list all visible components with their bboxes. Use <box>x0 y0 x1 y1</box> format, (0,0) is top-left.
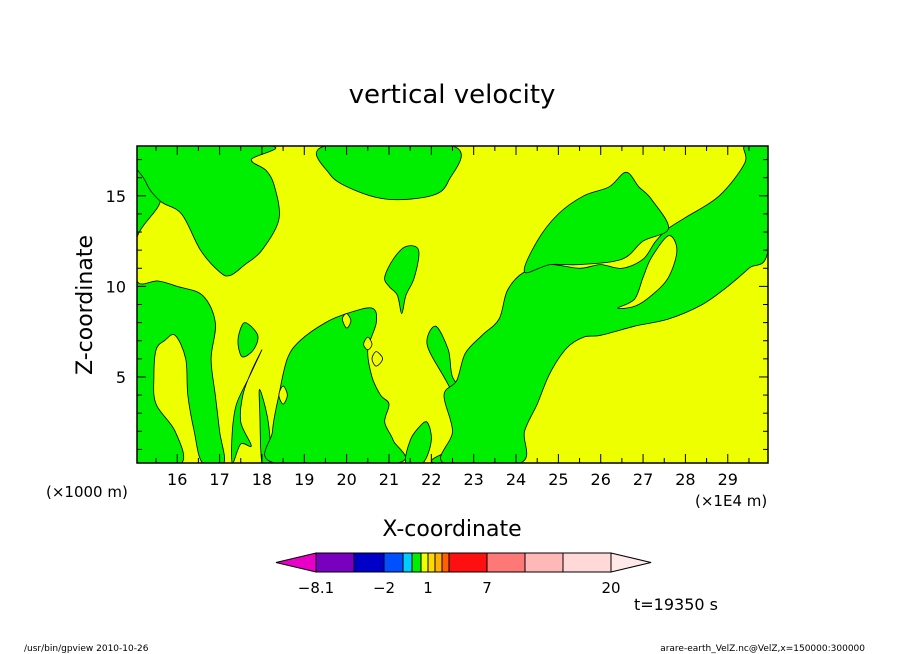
x-tick-label: 24 <box>506 470 526 489</box>
x-tick-label: 21 <box>379 470 399 489</box>
colorbar-label: 7 <box>482 579 492 597</box>
positive-island-3 <box>363 336 373 351</box>
x-tick-label: 27 <box>633 470 653 489</box>
colorbar-cell-3 <box>402 552 413 573</box>
y-tick-label: 5 <box>116 368 126 387</box>
x-tick-label: 29 <box>718 470 738 489</box>
colorbar-cell-7 <box>434 552 443 573</box>
x-axis-ticks: 16 17 18 19 20 21 22 23 24 25 26 27 28 29 <box>155 146 750 489</box>
x-axis-label: X-coordinate <box>382 517 521 542</box>
y-axis-ticks: 5 10 15 <box>106 159 768 450</box>
colorbar-cell-1 <box>353 552 385 573</box>
time-label: t=19350 s <box>634 595 718 614</box>
colorbar-label: −2 <box>373 579 395 597</box>
negative-region-12 <box>384 245 420 315</box>
colorbar <box>275 552 652 573</box>
colorbar-labels: −8.1 −2 1 7 20 <box>298 579 621 597</box>
positive-island-2 <box>371 351 384 367</box>
chart-title: vertical velocity <box>349 80 556 110</box>
footer-right: arare-earth_VelZ.nc@VelZ,x=150000:300000 <box>660 644 865 654</box>
x-tick-label: 18 <box>252 470 272 489</box>
colorbar-cell-0 <box>315 552 355 573</box>
positive-island-4 <box>278 385 288 405</box>
x-tick-label: 23 <box>463 470 483 489</box>
x-tick-label: 19 <box>294 470 314 489</box>
negative-region-2 <box>231 349 263 463</box>
contour-regions <box>137 146 768 463</box>
negative-region-10 <box>316 146 462 201</box>
colorbar-label: 1 <box>423 579 433 597</box>
plot-area: 16 17 18 19 20 21 22 23 24 25 26 27 28 29 5 10 15 <box>106 145 769 489</box>
negative-region-5 <box>264 307 406 463</box>
x-tick-label: 22 <box>421 470 441 489</box>
negative-region-9 <box>440 146 768 463</box>
colorbar-cell-8 <box>441 552 450 573</box>
y-tick-label: 10 <box>106 277 126 296</box>
colorbar-label: −8.1 <box>298 579 334 597</box>
colorbar-left-arrow <box>275 552 317 573</box>
colorbar-cell-4 <box>411 552 422 573</box>
x-unit-left: (×1000 m) <box>46 483 128 501</box>
x-tick-label: 25 <box>548 470 568 489</box>
y-axis-label: Z-coordinate <box>73 235 98 375</box>
y-tick-label: 15 <box>106 187 126 206</box>
colorbar-cell-6 <box>427 552 436 573</box>
colorbar-cell-11 <box>524 552 564 573</box>
negative-region-1 <box>137 146 280 277</box>
colorbar-cell-9 <box>448 552 488 573</box>
negative-region-11 <box>523 171 669 274</box>
x-tick-label: 20 <box>336 470 356 489</box>
negative-region-6 <box>404 421 432 463</box>
x-tick-label: 26 <box>591 470 611 489</box>
x-tick-label: 16 <box>167 470 187 489</box>
positive-island-1 <box>341 313 352 329</box>
x-unit-right: (×1E4 m) <box>695 492 767 510</box>
footer-left: /usr/bin/gpview 2010-10-26 <box>24 644 149 654</box>
colorbar-label: 20 <box>601 579 620 597</box>
negative-region-3 <box>237 322 259 358</box>
colorbar-cell-12 <box>562 552 612 573</box>
positive-island-0 <box>617 235 678 310</box>
x-tick-label: 28 <box>675 470 695 489</box>
colorbar-cell-10 <box>486 552 526 573</box>
colorbar-cell-5 <box>420 552 429 573</box>
colorbar-right-arrow <box>610 552 652 573</box>
colorbar-cell-2 <box>383 552 404 573</box>
x-tick-label: 17 <box>209 470 229 489</box>
